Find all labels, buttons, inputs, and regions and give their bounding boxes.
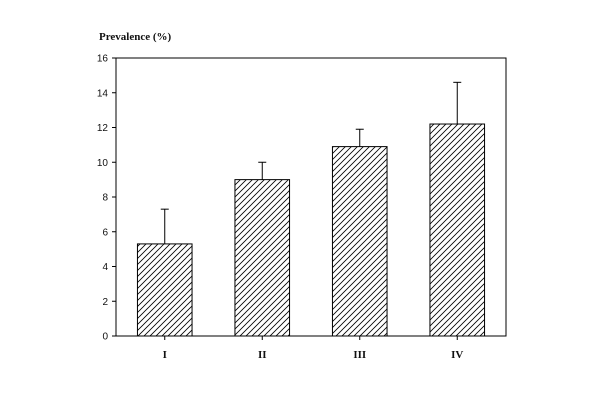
bars: [136, 123, 486, 337]
bar-III: [331, 146, 388, 337]
y-tick-label: 6: [102, 227, 108, 238]
x-axis-ticks: I II III IV: [163, 336, 463, 361]
y-tick-label: 0: [102, 332, 108, 343]
y-tick-label: 12: [97, 123, 109, 134]
bar-IV: [429, 123, 486, 337]
y-axis-ticks: 0 2 4 6 8 10 12 14 16: [97, 54, 116, 343]
y-tick-label: 10: [97, 158, 109, 169]
error-bars: [160, 81, 462, 244]
x-tick-label: III: [353, 349, 366, 361]
y-tick-label: 4: [102, 262, 108, 273]
y-tick-label: 14: [97, 88, 109, 99]
y-tick-label: 16: [97, 54, 109, 65]
x-tick-label: I: [163, 349, 167, 361]
bar-II: [234, 179, 291, 337]
y-tick-label: 2: [102, 297, 108, 308]
x-tick-label: IV: [451, 349, 463, 361]
bar-I: [136, 243, 193, 337]
x-tick-label: II: [258, 349, 267, 361]
y-tick-label: 8: [102, 193, 108, 204]
y-axis-label: Prevalence (%): [99, 31, 172, 43]
